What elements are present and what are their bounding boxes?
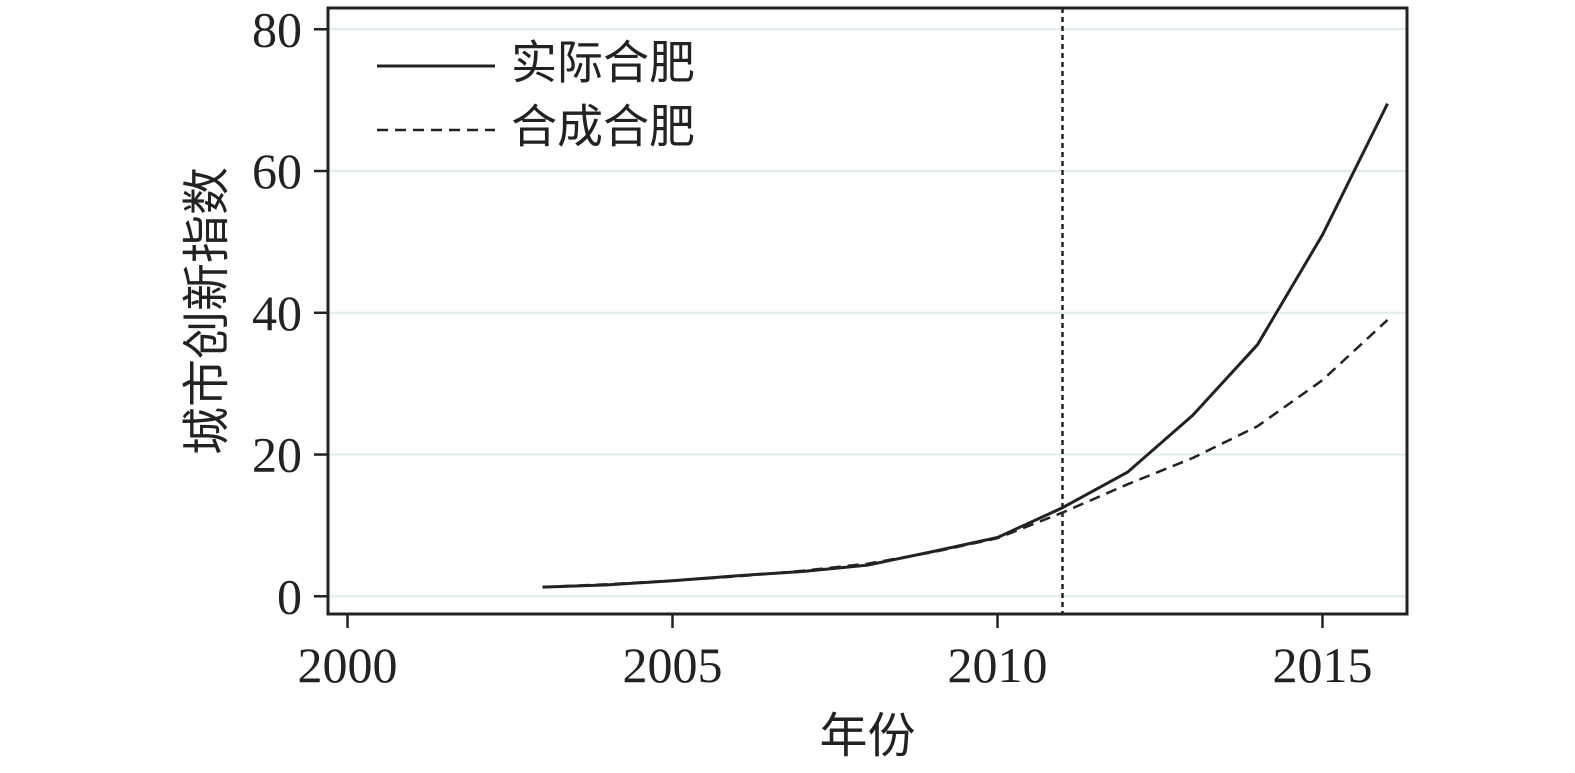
x-axis: 2000 2005 2010 2015 bbox=[298, 614, 1373, 693]
x-tick-label: 2010 bbox=[948, 637, 1048, 693]
y-tick-label: 60 bbox=[252, 143, 302, 199]
y-tick-label: 40 bbox=[252, 285, 302, 341]
x-tick-label: 2005 bbox=[623, 637, 723, 693]
legend-label-synthetic: 合成合肥 bbox=[511, 100, 695, 154]
y-tick-label: 20 bbox=[252, 427, 302, 483]
series-layer bbox=[542, 103, 1389, 589]
y-tick-label: 80 bbox=[252, 1, 302, 57]
x-tick-label: 2015 bbox=[1273, 637, 1373, 693]
plot-frame bbox=[326, 6, 1409, 616]
gridlines bbox=[328, 28, 1407, 598]
y-axis-title: 城市创新指数 bbox=[179, 167, 235, 455]
x-tick-label: 2000 bbox=[298, 637, 398, 693]
legend-label-actual: 实际合肥 bbox=[511, 36, 695, 90]
series-line-actual bbox=[542, 103, 1389, 589]
y-tick-label: 0 bbox=[277, 568, 302, 624]
series-line-synthetic bbox=[542, 318, 1389, 589]
legend: 实际合肥 合成合肥 bbox=[377, 36, 695, 154]
x-axis-title: 年份 bbox=[819, 708, 915, 764]
y-axis: 0 20 40 60 80 bbox=[252, 1, 328, 624]
